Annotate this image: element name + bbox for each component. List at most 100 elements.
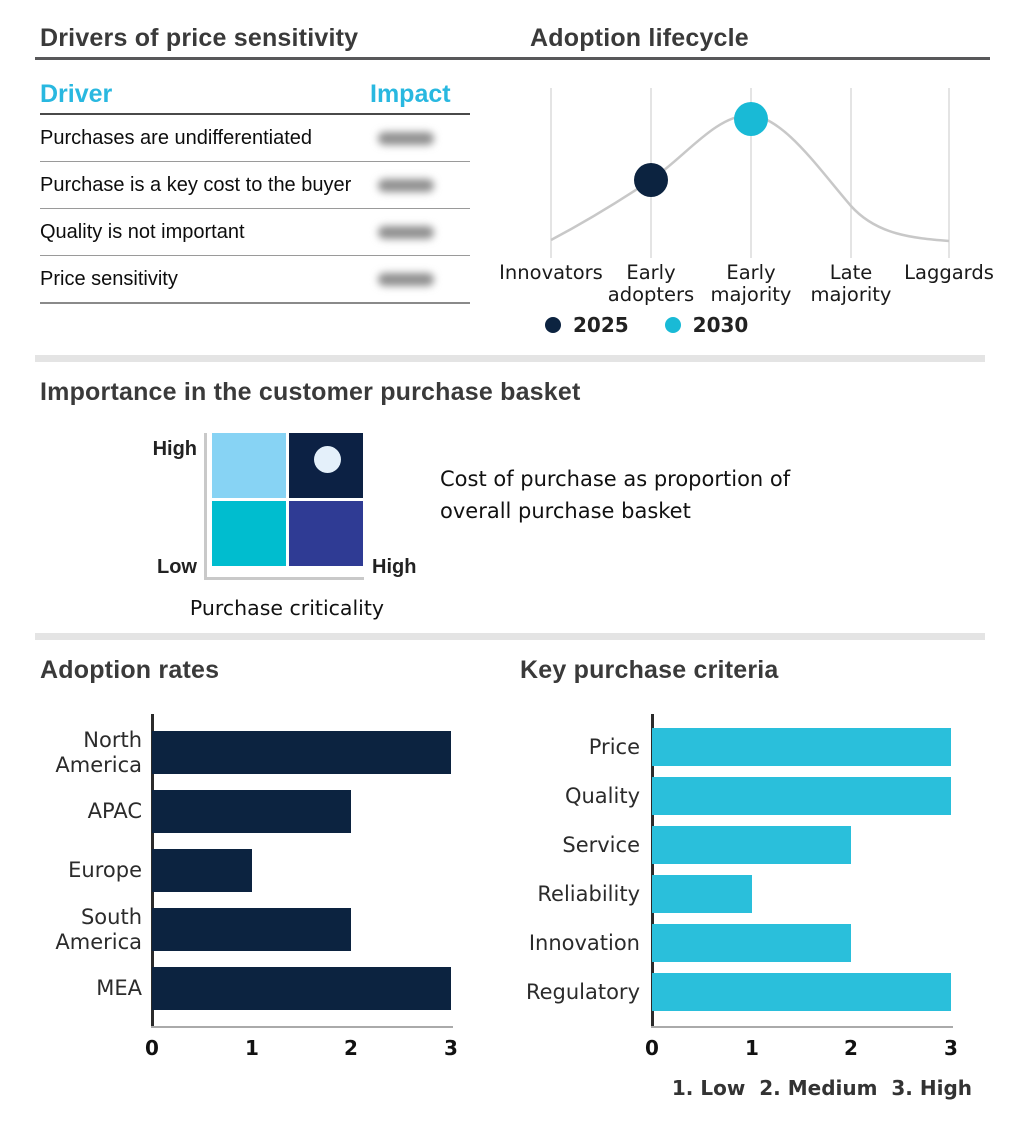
table-header-row: Driver Impact [40,75,470,115]
title-adoption-lifecycle: Adoption lifecycle [530,24,749,52]
title-adoption-rates: Adoption rates [40,656,220,684]
bar-mea [152,967,451,1010]
bar-row: APAC [40,790,451,833]
bar-track [652,973,951,1011]
stage-label-late-majority: Late majority [810,261,892,306]
table-row: Purchases are undifferentiated [40,115,470,162]
bar-europe [152,849,252,892]
bar-apac [152,790,352,833]
driver-cell: Purchase is a key cost to the buyer [40,173,352,196]
section-divider [35,633,985,640]
bar-regulatory [652,973,951,1011]
bar-label-regulatory: Regulatory [525,979,640,1004]
bar-row: Regulatory [520,973,951,1011]
data-point-2025 [634,163,668,197]
matrix-y-high-label: High [152,438,197,460]
impact-cell [370,272,470,286]
title-drivers-of-price-sensitivity: Drivers of price sensitivity [40,24,359,52]
key-purchase-criteria-chart: Price Quality Service Reliability Innova… [520,728,951,1022]
adoption-rates-chart: North America APAC Europe South America … [40,727,451,1026]
criteria-tick-2: 2 [844,1036,858,1060]
drivers-table: Driver Impact Purchases are undifferenti… [40,75,470,304]
bar-track [152,908,451,951]
bar-row: Innovation [520,924,951,962]
legend-dot-2030 [664,317,681,333]
stage-label-laggards: Laggards [904,261,994,284]
matrix-x-axis [204,577,364,580]
bar-row: Reliability [520,875,951,913]
impact-redacted-value [378,131,434,145]
bar-track [652,728,951,766]
matrix-y-low-label: Low [157,556,197,578]
bar-reliability [652,875,752,913]
matrix-x-high-label: High [372,556,417,578]
bar-label-reliability: Reliability [537,881,640,906]
criteria-tick-0: 0 [645,1036,659,1060]
bar-label-mea: MEA [96,976,142,1000]
criteria-tick-1: 1 [745,1036,759,1060]
bar-track [152,790,451,833]
stage-label-early-majority: Early majority [710,261,792,306]
bar-track [152,731,451,774]
title-key-purchase-criteria: Key purchase criteria [520,656,779,684]
bar-service [652,826,852,864]
criteria-x-axis [651,1026,953,1028]
matrix-y-axis [204,433,207,580]
bar-label-quality: Quality [564,783,640,808]
bar-row: South America [40,905,451,954]
adoption-rates-tick-2: 2 [344,1036,358,1060]
matrix-annotation: Cost of purchase as proportion of overal… [440,467,791,523]
adoption-rates-x-axis [151,1026,453,1028]
impact-redacted-value [378,178,434,192]
bar-track [652,924,951,962]
title-importance-matrix: Importance in the customer purchase bask… [40,378,581,406]
adoption-rates-tick-0: 0 [145,1036,159,1060]
bar-price [652,728,951,766]
legend-label-2030: 2030 [692,313,749,337]
lifecycle-chart [550,88,950,258]
bar-label-price: Price [588,734,640,759]
matrix-quadrant-bottom-right [289,501,363,566]
column-header-driver: Driver [40,79,113,108]
legend-item-2030: 2030 [664,313,749,337]
driver-cell: Purchases are undifferentiated [40,126,313,149]
scale-legend-note: 1. Low 2. Medium 3. High [671,1076,972,1100]
table-row: Purchase is a key cost to the buyer [40,162,470,209]
bar-row: Europe [40,849,451,892]
top-title-rule [35,57,990,60]
matrix-quadrant-bottom-left [212,501,286,566]
legend-dot-2025 [545,317,561,333]
bar-track [652,826,951,864]
driver-cell: Price sensitivity [40,267,178,290]
lifecycle-legend: 2025 2030 [545,313,748,337]
bar-label-europe: Europe [68,858,142,882]
adoption-rates-tick-1: 1 [245,1036,259,1060]
criteria-tick-3: 3 [944,1036,958,1060]
bar-label-apac: APAC [87,799,142,823]
bar-south-america [152,908,352,951]
importance-matrix [212,433,363,566]
driver-cell: Quality is not important [40,220,245,243]
criteria-y-axis [651,714,654,1027]
adoption-rates-tick-3: 3 [444,1036,458,1060]
bar-row: Price [520,728,951,766]
matrix-quadrant-top-left [212,433,286,498]
bar-label-south-america: South America [55,904,142,954]
impact-redacted-value [378,225,434,239]
impact-redacted-value [378,272,434,286]
table-row: Quality is not important [40,209,470,256]
bar-label-north-america: North America [55,727,142,777]
section-divider [35,355,985,362]
bar-row: Service [520,826,951,864]
table-row: Price sensitivity [40,256,470,304]
matrix-x-axis-title: Purchase criticality [189,596,385,620]
impact-cell [370,225,470,239]
bar-row: Quality [520,777,951,815]
legend-item-2025: 2025 [545,313,629,337]
impact-cell [370,131,470,145]
bar-north-america [152,731,451,774]
stage-label-early-adopters: Early adopters [607,261,695,306]
column-header-impact: Impact [370,79,451,108]
matrix-position-marker [314,446,341,473]
